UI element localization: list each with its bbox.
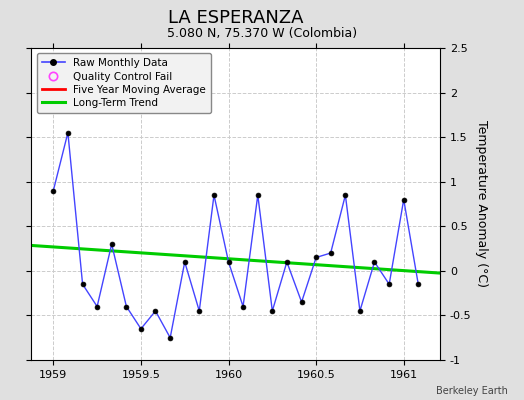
Text: 5.080 N, 75.370 W (Colombia): 5.080 N, 75.370 W (Colombia) [167,28,357,40]
Legend: Raw Monthly Data, Quality Control Fail, Five Year Moving Average, Long-Term Tren: Raw Monthly Data, Quality Control Fail, … [37,53,211,113]
Text: Berkeley Earth: Berkeley Earth [436,386,508,396]
Title: LA ESPERANZA: LA ESPERANZA [168,9,303,27]
Y-axis label: Temperature Anomaly (°C): Temperature Anomaly (°C) [475,120,488,288]
